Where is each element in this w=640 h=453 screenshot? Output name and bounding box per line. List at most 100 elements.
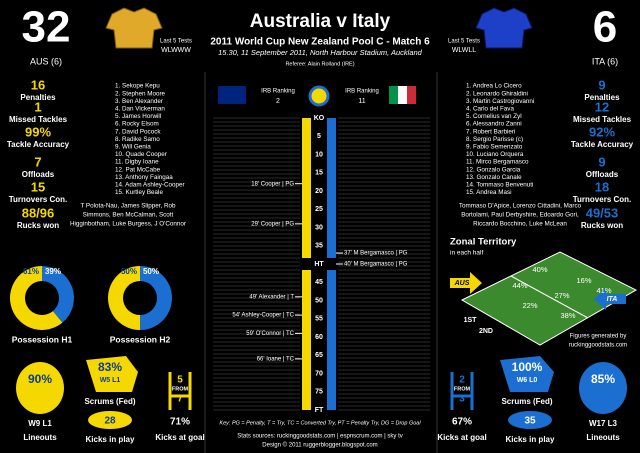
posts-icon [450,372,474,410]
player: 15. Kurtley Beale [115,189,163,196]
player: 1. Andrea Lo Cicero [466,83,522,90]
logo [308,85,330,107]
scrum-record: W6 L0 [517,377,538,384]
stat-label: Rucks won [581,221,623,230]
aus-event: 18' Cooper | PG [251,181,294,187]
stat-value: 16 [31,77,45,92]
player: 2. Stephen Moore [115,90,166,97]
possession-ita-label: 39% [45,267,61,276]
player: 9. Will Genia [115,143,151,150]
kicks-in-play: 28 [104,416,116,427]
territory-value: 16% [576,276,591,285]
tick: 10 [315,151,323,158]
tick: HT [314,261,324,268]
goal-pct: 71% [170,417,190,428]
team: AUS (6) [30,56,62,66]
irb: 2 [276,98,280,105]
player: 14. Adam Ashley-Cooper [115,181,185,188]
tick: 25 [315,206,323,213]
player: 8. Sergio Parisse (c) [466,136,523,143]
territory-title: Zonal Territory [450,237,517,248]
sources: Stats sources: ruckinggoodstats.com | es… [237,434,403,440]
player: 7. David Pocock [115,128,161,135]
stat-label: Missed Tackles [9,115,68,124]
player: 5. Cornelius van Zyl [466,113,522,120]
tick: 65 [315,352,323,359]
player: 3. Ben Alexander [115,98,163,105]
player: 3. Martin Castrogiovanni [466,98,534,105]
tick: 50 [315,297,323,304]
credit: Figures generated by [570,334,627,340]
territory-value: 38% [560,311,575,320]
subtitle: 2011 World Cup New Zealand Pool C - Matc… [210,37,430,48]
lineout-label: Lineouts [23,433,57,442]
posts-icon [168,372,192,410]
tick: 75 [315,389,323,396]
tick: 35 [315,243,323,250]
possession-ita [42,266,75,323]
player: 8. Radike Samo [115,136,160,143]
player: 11. Mirco Bergamasco [466,159,529,166]
ita-bar [327,270,336,410]
tick: 15 [315,170,323,177]
ita-flag [389,86,398,104]
ita-event: 37' M Bergamasco | PG [344,251,408,257]
possession-aus-label: 61% [23,267,39,276]
goal-made: 5 [177,375,183,386]
kick-icon [88,411,132,429]
stat-label: Offloads [586,170,619,179]
player: 6. Alessandro Zanni [466,121,522,128]
stat-value: 15 [31,179,45,194]
player: 12. Gonzalo Garcia [466,166,521,173]
player: 10. Luciano Orquera [466,151,524,158]
goal-attempts: 3 [459,394,465,405]
stat-label: Missed Tackles [573,115,632,124]
ita-flag [407,86,416,104]
goal-label: Kicks at goal [155,433,204,442]
possession-aus [10,266,63,330]
territory-aus: AUS [454,280,470,287]
goal-pct: 67% [452,417,472,428]
last5-label: Last 5 Tests [448,39,480,45]
player: 15. Andrea Masi [466,189,512,196]
stat-value: 88/96 [22,205,55,220]
tick: 30 [315,224,323,231]
territory-subtitle: in each half [450,250,483,257]
irb-label: IRB Ranking [345,89,379,95]
ita-bar [327,118,336,258]
scrum-icon [86,356,138,392]
possession-ita-label: 50% [143,267,159,276]
tick: 20 [315,188,323,195]
kicks-in-play-label: Kicks in play [506,435,555,444]
goal-label: Kicks at goal [437,433,486,442]
stat-value: 92% [589,124,615,139]
lineout-icon [16,362,64,414]
player: 12. Pat McCabe [115,166,161,173]
goal-made: 2 [459,375,465,386]
player: 14. Tommaso Benvenuti [466,181,533,188]
stat-value: 7 [34,154,41,169]
bench: Tommaso D'Apice, Lorenzo Cittadini, Marc… [459,203,582,210]
aus-flag [218,86,246,104]
last5: WLWWW [161,47,191,54]
goal-from: FROM [454,386,471,392]
possession-label: Possession H2 [110,334,171,344]
irb-label: IRB Ranking [261,89,295,95]
stat-value: 9 [598,77,605,92]
kicks-in-play: 35 [524,416,536,427]
possession-label: Possession H1 [12,334,73,344]
pitch [460,251,638,346]
tick: FT [315,407,324,414]
stat-label: Penalties [20,93,56,102]
tick: 45 [315,279,323,286]
player: 4. Carlo del Fava [466,105,514,112]
last5-label: Last 5 Tests [160,39,192,45]
stat-value: 12 [595,99,609,114]
team: ITA (6) [592,56,618,66]
aus-event: 49' Alexander | T [249,294,294,300]
stat-value: 9 [598,154,605,169]
tick: 5 [317,133,321,140]
stat-value: 49/53 [586,205,619,220]
lineout-pct: 90% [28,372,52,386]
